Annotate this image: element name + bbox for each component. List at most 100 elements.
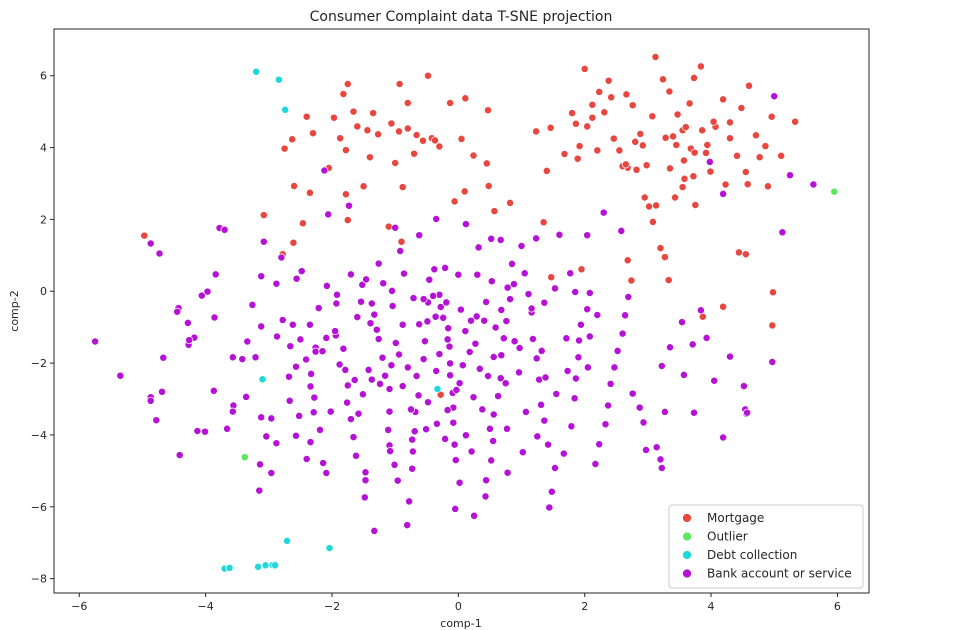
- scatter-point: [425, 275, 434, 284]
- scatter-point: [436, 303, 445, 311]
- scatter-point: [341, 190, 350, 199]
- scatter-point: [490, 207, 499, 216]
- scatter-point: [251, 353, 260, 362]
- scatter-point: [256, 460, 264, 469]
- scatter-point: [555, 230, 564, 239]
- scatter-point: [473, 270, 482, 279]
- scatter-point: [469, 151, 478, 160]
- scatter-point: [322, 469, 331, 477]
- scatter-point: [173, 307, 182, 316]
- scatter-point: [395, 80, 404, 88]
- scatter-point: [431, 312, 440, 321]
- plot-points: [91, 53, 839, 573]
- scatter-point: [474, 243, 483, 252]
- scatter-point: [353, 313, 362, 322]
- scatter-point: [537, 400, 546, 409]
- scatter-point: [777, 151, 786, 160]
- scatter-point: [398, 183, 407, 192]
- scatter-point: [532, 354, 541, 363]
- scatter-point: [288, 320, 297, 329]
- scatter-point: [665, 87, 674, 96]
- scatter-point: [484, 372, 492, 380]
- scatter-point: [185, 336, 194, 345]
- scatter-point: [209, 386, 218, 395]
- scatter-point: [343, 381, 352, 390]
- scatter-point: [398, 320, 407, 329]
- scatter-point: [491, 323, 500, 332]
- x-tick-label: 2: [581, 600, 588, 613]
- scatter-point: [298, 219, 307, 228]
- legend-marker: [682, 513, 692, 523]
- scatter-point: [638, 141, 647, 150]
- scatter-point: [309, 408, 318, 417]
- y-axis-ticks: −8 −6 −4 −2 0 2 4 6: [31, 70, 54, 586]
- scatter-point: [363, 126, 372, 135]
- scatter-point: [532, 234, 541, 243]
- scatter-point: [503, 424, 511, 433]
- scatter-point: [424, 71, 432, 80]
- scatter-point: [532, 127, 541, 136]
- scatter-point: [324, 210, 333, 219]
- scatter-point: [238, 355, 247, 364]
- scatter-point: [489, 437, 498, 445]
- scatter-point: [259, 237, 268, 246]
- scatter-point: [521, 407, 530, 416]
- legend-marker: [682, 568, 692, 579]
- scatter-point: [405, 497, 414, 506]
- scatter-point: [385, 407, 394, 416]
- scatter-point: [354, 409, 363, 418]
- scatter-point: [540, 416, 549, 425]
- scatter-point: [286, 342, 295, 351]
- scatter-point: [441, 263, 450, 272]
- scatter-point: [261, 561, 270, 570]
- scatter-point: [272, 279, 281, 288]
- scatter-point: [306, 438, 315, 447]
- scatter-point: [618, 329, 627, 338]
- scatter-point: [255, 486, 264, 495]
- scatter-point: [726, 118, 734, 127]
- scatter-point: [635, 403, 644, 412]
- scatter-point: [681, 123, 690, 132]
- scatter-point: [386, 447, 395, 456]
- scatter-point: [274, 75, 283, 84]
- scatter-point: [585, 332, 594, 341]
- scatter-point: [349, 107, 358, 116]
- scatter-point: [755, 153, 764, 162]
- scatter-point: [627, 276, 636, 285]
- scatter-point: [424, 398, 432, 407]
- scatter-point: [385, 385, 394, 393]
- y-tick-label: 2: [40, 213, 47, 226]
- scatter-point: [432, 367, 441, 375]
- scatter-point: [660, 407, 669, 416]
- scatter-point: [259, 211, 268, 220]
- scatter-point: [666, 343, 674, 352]
- scatter-point: [621, 311, 630, 320]
- scatter-point: [369, 109, 378, 118]
- scatter-point: [277, 253, 286, 262]
- scatter-point: [791, 117, 800, 126]
- scatter-point: [460, 187, 469, 196]
- legend-label: Mortgage: [707, 511, 764, 525]
- scatter-point: [271, 561, 280, 570]
- scatter-point: [469, 393, 478, 402]
- scatter-point: [706, 167, 715, 176]
- scatter-point: [283, 536, 292, 545]
- x-tick-label: 4: [708, 600, 715, 613]
- scatter-point: [604, 401, 613, 410]
- scatter-point: [333, 290, 341, 299]
- scatter-point: [429, 291, 438, 300]
- scatter-point: [767, 112, 776, 121]
- scatter-point: [197, 291, 206, 300]
- x-tick-label: −6: [71, 600, 87, 613]
- scatter-point: [302, 455, 311, 463]
- scatter-point: [601, 420, 610, 429]
- scatter-point: [645, 202, 654, 211]
- scatter-point: [465, 348, 474, 356]
- y-tick-label: −2: [31, 357, 47, 370]
- scatter-point: [349, 433, 358, 442]
- legend-label: Bank account or service: [707, 567, 852, 581]
- scatter-point: [332, 299, 341, 308]
- scatter-point: [502, 317, 511, 326]
- scatter-point: [617, 226, 626, 235]
- scatter-point: [696, 306, 705, 315]
